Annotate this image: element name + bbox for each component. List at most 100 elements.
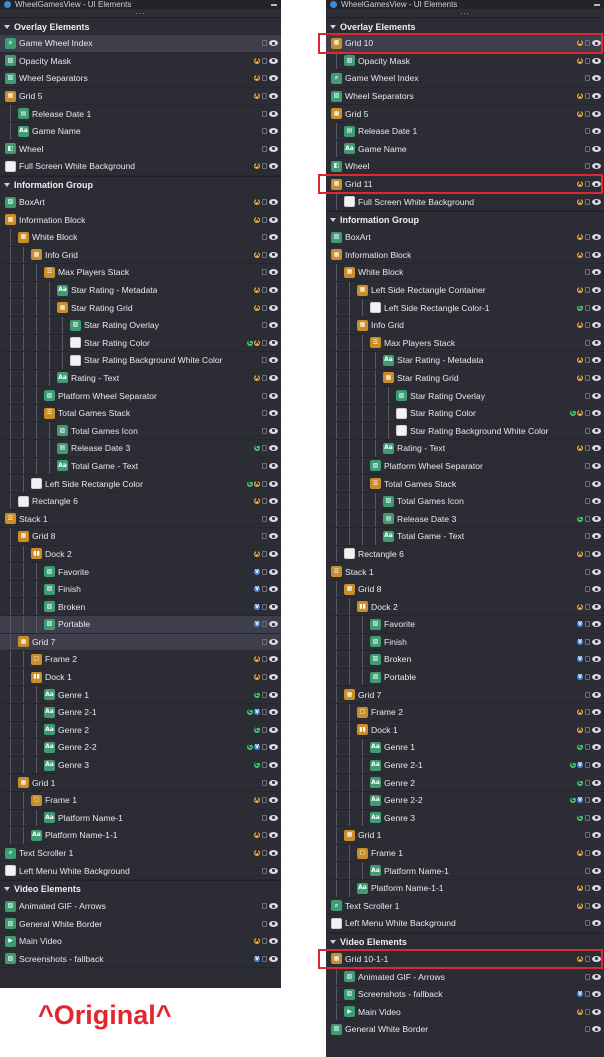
lock-icon[interactable] [262, 216, 267, 223]
color-badge-icon[interactable]: C [577, 814, 583, 821]
eye-icon[interactable] [592, 339, 601, 346]
eye-icon[interactable] [269, 656, 278, 663]
eye-icon[interactable] [269, 762, 278, 769]
tree-item-grid-10-1-1[interactable]: ▦ Grid 10-1-1 A [326, 951, 604, 969]
eye-icon[interactable] [592, 762, 601, 769]
tree-item-grid-10[interactable]: ▦ Grid 10 A [326, 35, 604, 53]
eye-icon[interactable] [269, 110, 278, 117]
chevron-down-icon[interactable] [4, 24, 10, 29]
eye-icon[interactable] [269, 550, 278, 557]
eye-icon[interactable] [269, 462, 278, 469]
tree-item-genre-2-2[interactable]: Aa Genre 2-2 C V [326, 791, 604, 810]
tree-item-main-video[interactable]: ▶ Main Video A [0, 933, 281, 951]
lock-icon[interactable] [585, 885, 590, 892]
lock-icon[interactable] [585, 410, 590, 417]
lock-icon[interactable] [585, 691, 590, 698]
visibility-binding-badge-icon[interactable]: V [577, 621, 583, 628]
eye-icon[interactable] [592, 779, 601, 786]
lock-icon[interactable] [585, 304, 590, 311]
lock-icon[interactable] [585, 181, 590, 188]
lock-icon[interactable] [585, 287, 590, 294]
eye-icon[interactable] [592, 603, 601, 610]
animation-badge-icon[interactable]: A [254, 938, 260, 945]
color-badge-icon[interactable]: C [570, 410, 576, 417]
eye-icon[interactable] [592, 445, 601, 452]
eye-icon[interactable] [269, 515, 278, 522]
animation-badge-icon[interactable]: A [577, 550, 583, 557]
eye-icon[interactable] [269, 603, 278, 610]
lock-icon[interactable] [585, 797, 590, 804]
eye-icon[interactable] [592, 163, 601, 170]
lock-icon[interactable] [262, 920, 267, 927]
eye-icon[interactable] [269, 427, 278, 434]
tree-item-left-side-rectangle-color[interactable]: Left Side Rectangle Color C A [0, 475, 281, 493]
lock-icon[interactable] [262, 638, 267, 645]
lock-icon[interactable] [262, 57, 267, 64]
lock-icon[interactable] [262, 903, 267, 910]
chevron-down-icon[interactable] [330, 24, 336, 29]
tree-item-grid-7[interactable]: ▦ Grid 7 [326, 686, 604, 704]
eye-icon[interactable] [592, 462, 601, 469]
tree-item-genre-3[interactable]: Aa Genre 3 C [326, 809, 604, 828]
eye-icon[interactable] [592, 991, 601, 998]
color-badge-icon[interactable]: C [254, 762, 260, 769]
tree-item-total-games-stack[interactable]: ☰ Total Games Stack [326, 475, 604, 493]
eye-icon[interactable] [592, 480, 601, 487]
tree-item-genre-2-1[interactable]: Aa Genre 2-1 C V [0, 703, 281, 722]
animation-badge-icon[interactable]: A [577, 885, 583, 892]
animation-badge-icon[interactable]: A [577, 57, 583, 64]
animation-badge-icon[interactable]: A [577, 181, 583, 188]
eye-icon[interactable] [269, 498, 278, 505]
visibility-binding-badge-icon[interactable]: V [577, 762, 583, 769]
visibility-binding-badge-icon[interactable]: V [577, 991, 583, 998]
lock-icon[interactable] [262, 445, 267, 452]
tree-item-dock-2[interactable]: ▮▮ Dock 2 A [326, 598, 604, 616]
tree-item-grid-5[interactable]: ▦ Grid 5 A [326, 105, 604, 123]
eye-icon[interactable] [592, 920, 601, 927]
color-badge-icon[interactable]: C [577, 304, 583, 311]
lock-icon[interactable] [262, 674, 267, 681]
lock-icon[interactable] [262, 762, 267, 769]
tree-item-total-games-icon[interactable]: ▨ Total Games Icon [0, 422, 281, 441]
tree-item-grid-1[interactable]: ▦ Grid 1 [326, 827, 604, 845]
tree-item-wheel[interactable]: ◧ Wheel [0, 141, 281, 159]
eye-icon[interactable] [592, 498, 601, 505]
tree-item-full-screen-white-background[interactable]: Full Screen White Background A [326, 193, 604, 211]
eye-icon[interactable] [592, 322, 601, 329]
tree-item-opacity-mask[interactable]: ▨ Opacity Mask A [0, 53, 281, 71]
eye-icon[interactable] [269, 145, 278, 152]
lock-icon[interactable] [585, 1008, 590, 1015]
tree-item-text-scroller-1[interactable]: ⌕ Text Scroller 1 A [0, 845, 281, 863]
lock-icon[interactable] [585, 550, 590, 557]
color-badge-icon[interactable]: C [570, 797, 576, 804]
section-header-video-elements[interactable]: Video Elements [326, 932, 604, 951]
more-options-button[interactable]: ... [135, 7, 146, 16]
lock-icon[interactable] [585, 832, 590, 839]
lock-icon[interactable] [262, 75, 267, 82]
animation-badge-icon[interactable]: A [254, 550, 260, 557]
lock-icon[interactable] [585, 674, 590, 681]
eye-icon[interactable] [592, 1008, 601, 1015]
eye-icon[interactable] [592, 568, 601, 575]
lock-icon[interactable] [585, 603, 590, 610]
lock-icon[interactable] [585, 779, 590, 786]
tree-item-rectangle-6[interactable]: Rectangle 6 A [0, 492, 281, 511]
animation-badge-icon[interactable]: A [254, 57, 260, 64]
tree-item-frame-1[interactable]: ▢ Frame 1 A [0, 791, 281, 810]
eye-icon[interactable] [269, 726, 278, 733]
lock-icon[interactable] [585, 110, 590, 117]
tree-item-portable[interactable]: ▨ Portable V [326, 668, 604, 687]
eye-icon[interactable] [269, 357, 278, 364]
animation-badge-icon[interactable]: A [577, 357, 583, 364]
lock-icon[interactable] [585, 744, 590, 751]
lock-icon[interactable] [262, 709, 267, 716]
lock-icon[interactable] [262, 462, 267, 469]
tree-item-total-game-text[interactable]: Aa Total Game - Text [0, 457, 281, 476]
lock-icon[interactable] [585, 638, 590, 645]
tree-item-white-block[interactable]: ▦ White Block [326, 264, 604, 282]
visibility-binding-badge-icon[interactable]: V [254, 621, 260, 628]
eye-icon[interactable] [269, 128, 278, 135]
visibility-binding-badge-icon[interactable]: V [577, 656, 583, 663]
eye-icon[interactable] [269, 814, 278, 821]
lock-icon[interactable] [262, 339, 267, 346]
